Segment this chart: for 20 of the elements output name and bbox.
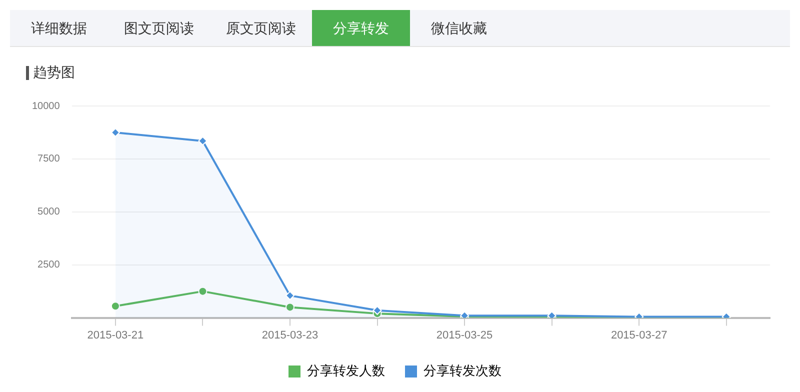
legend-label: 分享转发次数 <box>424 363 502 378</box>
point <box>198 286 208 296</box>
x-tick-label: 2015-03-25 <box>436 329 493 342</box>
legend-label: 分享转发人数 <box>307 363 385 378</box>
chart-title: 趋势图 <box>33 64 75 82</box>
y-tick-label: 10000 <box>32 100 60 112</box>
text: 图文页阅读 <box>123 19 195 38</box>
text: 详细数据 <box>30 19 88 38</box>
point <box>285 302 294 312</box>
y-tick-label: 2500 <box>38 260 60 271</box>
x-tick-label: 2015-03-23 <box>262 329 318 342</box>
text: 原文页阅读 <box>225 19 297 38</box>
point <box>110 302 120 311</box>
y-tick-label: 7500 <box>38 154 60 165</box>
text: 微信收藏 <box>430 19 488 38</box>
x-tick-label: 2015-03-27 <box>610 329 668 342</box>
x-tick-label: 2015-03-21 <box>87 329 144 342</box>
point <box>285 291 294 300</box>
y-tick-label: 5000 <box>38 206 60 218</box>
text: 分享转发 <box>312 10 410 46</box>
